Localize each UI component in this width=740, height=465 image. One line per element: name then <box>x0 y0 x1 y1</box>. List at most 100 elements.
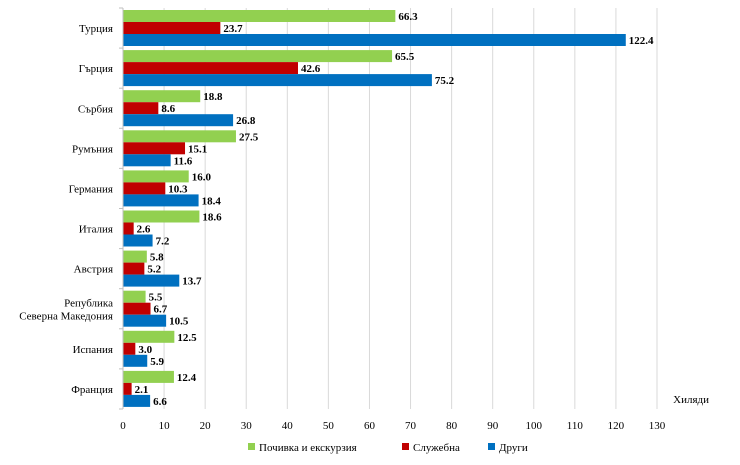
data-label-rest: 5.5 <box>149 292 163 304</box>
category-label: Турция <box>79 23 113 35</box>
x-tick-label: 120 <box>608 420 625 432</box>
data-label-other: 6.6 <box>153 396 167 408</box>
data-label-business: 2.6 <box>137 224 151 236</box>
bar-rest <box>123 50 393 63</box>
category-label: Гърция <box>79 63 113 75</box>
data-label-rest: 66.3 <box>398 11 418 23</box>
category-label: Румъния <box>72 143 113 155</box>
category-label: Сърбия <box>78 103 113 115</box>
legend-label-rest: Почивка и екскурзия <box>259 442 357 454</box>
bar-other <box>123 34 626 46</box>
bar-business <box>123 182 166 195</box>
x-tick-label: 60 <box>364 420 376 432</box>
data-label-rest: 12.5 <box>177 332 197 344</box>
category-label-line: Австрия <box>74 264 113 276</box>
bar-other <box>123 314 167 327</box>
legend-label-business: Служебна <box>413 442 460 454</box>
bar-other <box>123 194 199 207</box>
data-label-rest: 27.5 <box>239 131 259 143</box>
bar-business <box>123 302 151 315</box>
x-tick-label: 130 <box>649 420 666 432</box>
unit-label: Хиляди <box>673 394 709 406</box>
category-label: Германия <box>69 183 113 195</box>
x-tick-label: 50 <box>323 420 335 432</box>
category-label-line: Румъния <box>72 143 113 155</box>
x-tick-label: 90 <box>487 420 499 432</box>
bar-other <box>123 114 234 127</box>
x-tick-label: 80 <box>446 420 458 432</box>
bar-rest <box>123 90 201 103</box>
data-label-other: 7.2 <box>156 236 170 248</box>
x-tick-label: 70 <box>405 420 417 432</box>
data-label-other: 13.7 <box>182 276 202 288</box>
data-label-business: 3.0 <box>138 344 152 356</box>
bar-business <box>123 262 145 275</box>
bar-other <box>123 154 171 167</box>
bar-rest <box>123 330 175 343</box>
x-tick-label: 0 <box>120 420 126 432</box>
data-label-business: 8.6 <box>161 103 175 115</box>
data-label-other: 5.9 <box>150 356 164 368</box>
legend-swatch-business <box>402 443 409 450</box>
data-label-other: 11.6 <box>174 155 193 167</box>
bar-business <box>123 382 132 395</box>
data-label-other: 122.4 <box>629 35 654 47</box>
bar-business <box>123 102 159 115</box>
x-tick-label: 30 <box>241 420 253 432</box>
bar-business <box>123 142 186 155</box>
data-label-other: 18.4 <box>202 195 222 207</box>
bar-business <box>123 222 134 235</box>
bar-rest <box>123 290 146 303</box>
data-label-business: 42.6 <box>301 63 321 75</box>
bar-rest <box>123 370 174 383</box>
category-label-line: Франция <box>71 384 113 396</box>
data-label-other: 75.2 <box>435 75 455 87</box>
data-label-business: 6.7 <box>154 304 168 316</box>
category-label: Република Северна Македония <box>19 297 113 322</box>
axes: 0 10 20 30 40 50 60 70 80 90 100 110 120 130 Турция Гър… <box>19 7 709 432</box>
category-label: Испания <box>73 344 113 356</box>
bar-other <box>123 354 148 367</box>
data-label-rest: 5.8 <box>150 252 164 264</box>
category-label-line: Сърбия <box>78 103 113 115</box>
legend: Почивка и екскурзия Служебна Други <box>248 442 528 454</box>
bar-business <box>123 22 221 34</box>
category-label-line: Турция <box>79 23 113 35</box>
bar-rest <box>123 210 200 223</box>
bar-other <box>123 274 180 287</box>
x-tick-label: 100 <box>526 420 543 432</box>
category-label-line: Северна Македония <box>19 310 113 322</box>
bar-rest <box>123 170 189 183</box>
category-label-line: Испания <box>73 344 113 356</box>
bar-business <box>123 62 298 75</box>
category-label-line: Гърция <box>79 63 113 75</box>
bars <box>123 10 626 407</box>
data-label-business: 5.2 <box>147 264 161 276</box>
bar-business <box>123 342 136 355</box>
bar-other <box>123 74 432 87</box>
data-label-business: 15.1 <box>188 143 207 155</box>
x-tick-label: 40 <box>282 420 294 432</box>
data-label-rest: 16.0 <box>192 171 212 183</box>
data-label-rest: 18.8 <box>203 91 223 103</box>
bar-rest <box>123 10 396 22</box>
x-tick-label: 10 <box>159 420 171 432</box>
bar-other <box>123 234 153 247</box>
category-label: Италия <box>79 224 113 236</box>
data-label-rest: 12.4 <box>177 372 197 384</box>
legend-swatch-rest <box>248 443 255 450</box>
x-tick-label: 110 <box>567 420 584 432</box>
data-label-other: 10.5 <box>169 316 189 328</box>
data-label-business: 2.1 <box>135 384 149 396</box>
data-labels: 66.3 23.7 122.4 65.5 42.6 75.2 18.8 8.6 26.8 27.5… <box>135 11 654 408</box>
legend-swatch-other <box>488 443 495 450</box>
legend-label-other: Други <box>499 442 528 454</box>
x-tick-label: 20 <box>200 420 212 432</box>
bar-rest <box>123 250 147 263</box>
category-label: Франция <box>71 384 113 396</box>
data-label-business: 10.3 <box>168 183 188 195</box>
bar-other <box>123 394 151 407</box>
data-label-rest: 18.6 <box>202 212 222 224</box>
